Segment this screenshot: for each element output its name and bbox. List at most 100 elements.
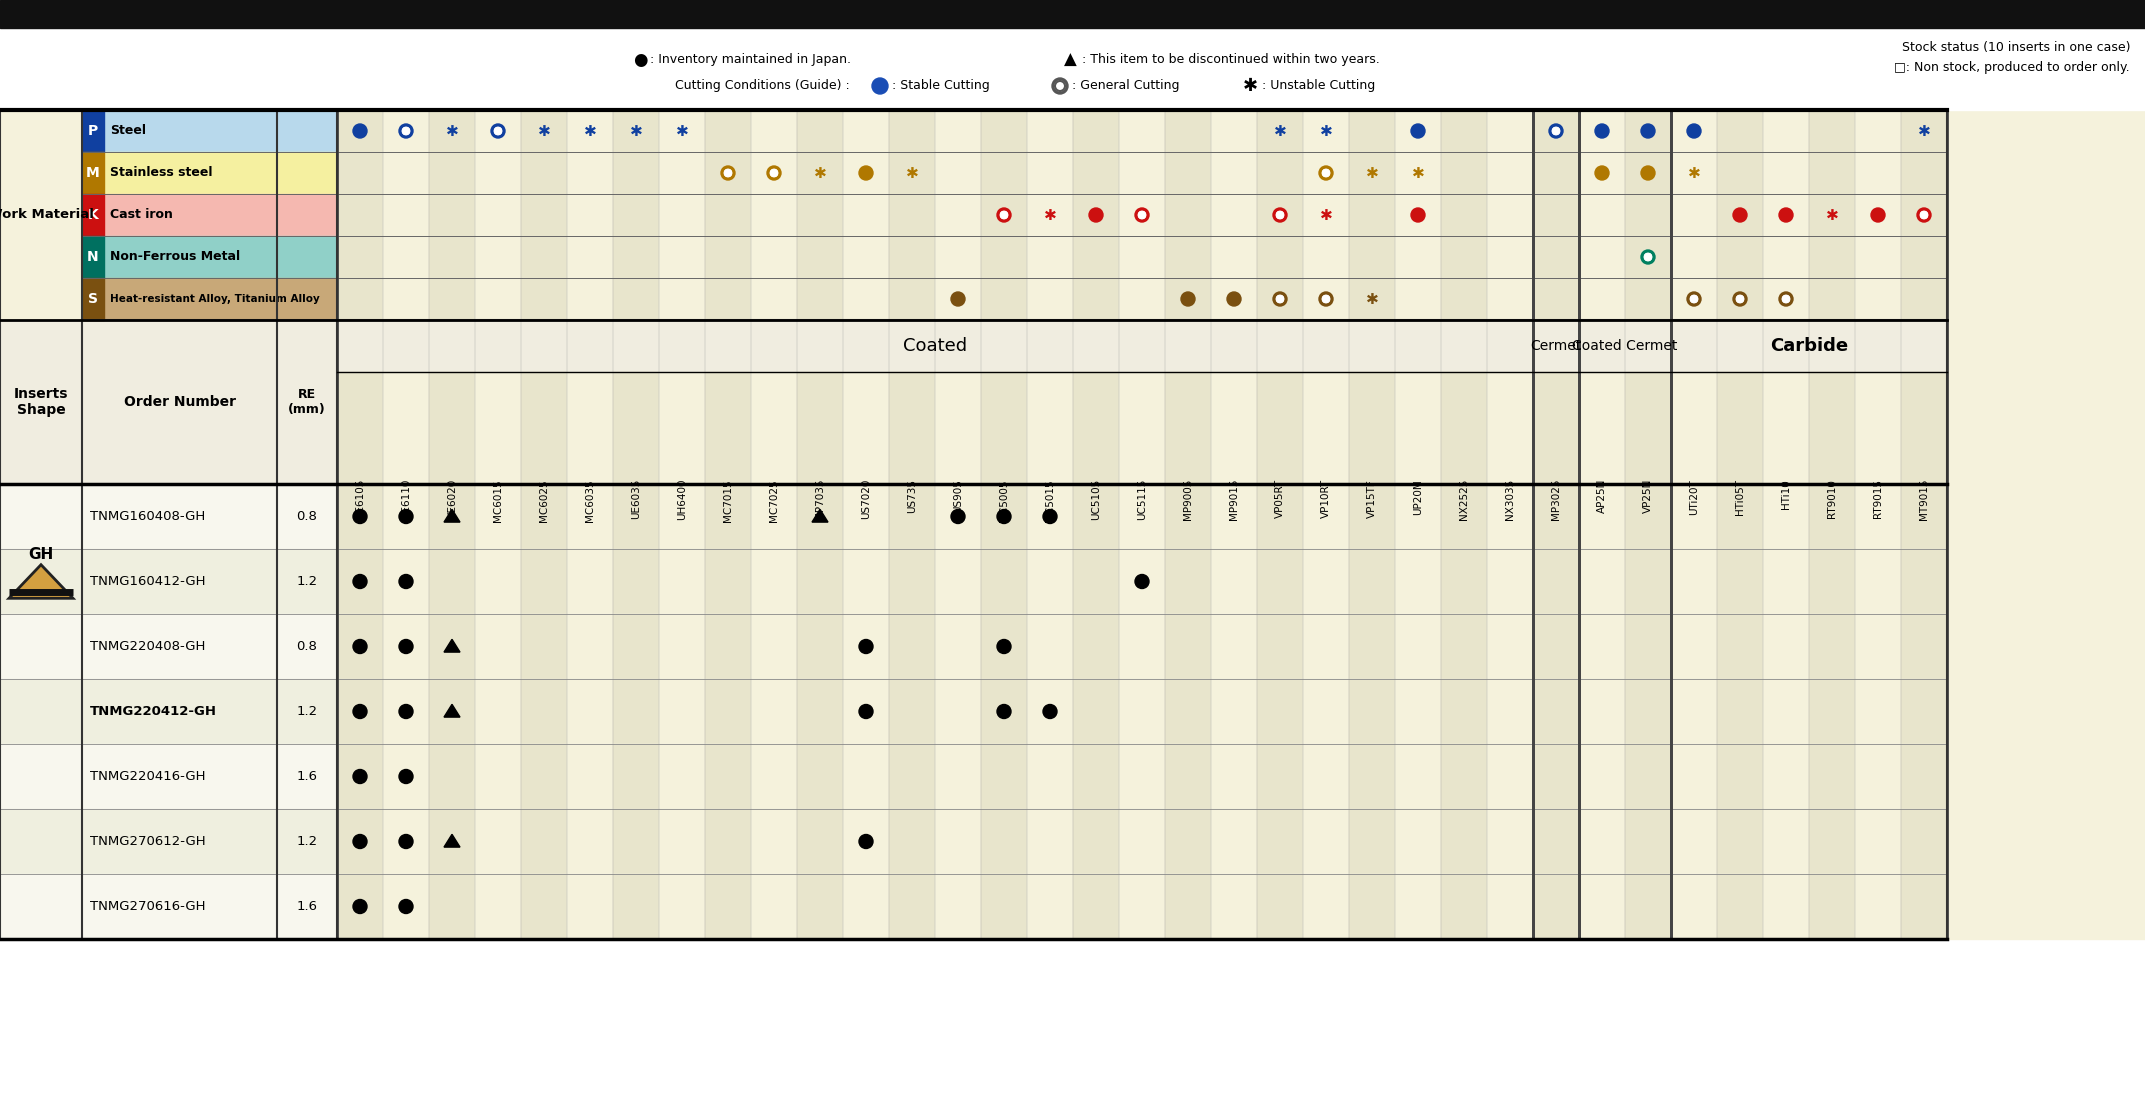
Bar	[566, 152, 613, 194]
Bar	[384, 110, 429, 152]
Bar	[1212, 110, 1257, 152]
Circle shape	[997, 509, 1010, 524]
Bar	[1027, 744, 1072, 809]
Bar	[980, 809, 1027, 874]
Bar	[0, 744, 1948, 809]
Bar	[706, 614, 751, 678]
Bar	[1212, 678, 1257, 744]
Bar	[980, 194, 1027, 236]
Bar	[843, 152, 888, 194]
Circle shape	[1549, 124, 1564, 138]
Bar	[1302, 194, 1349, 236]
Bar	[474, 549, 521, 614]
Bar	[888, 372, 935, 484]
Bar	[751, 194, 798, 236]
Bar	[1486, 484, 1534, 549]
Bar	[337, 484, 384, 549]
Bar	[429, 744, 474, 809]
Bar	[1763, 152, 1808, 194]
Bar	[1165, 194, 1212, 236]
Bar	[1072, 484, 1120, 549]
Bar	[0, 614, 1948, 678]
Bar	[798, 372, 843, 484]
Bar	[566, 110, 613, 152]
Bar	[1671, 152, 1716, 194]
Bar	[1808, 484, 1855, 549]
Bar	[1763, 194, 1808, 236]
Text: RT9015: RT9015	[1873, 478, 1883, 518]
Text: ✱: ✱	[583, 124, 596, 138]
Bar	[1855, 152, 1900, 194]
Bar	[706, 549, 751, 614]
Bar	[1534, 194, 1579, 236]
Bar	[1257, 194, 1302, 236]
Bar	[613, 236, 659, 278]
Bar	[384, 614, 429, 678]
Bar	[1900, 549, 1948, 614]
Bar	[1349, 744, 1394, 809]
Bar	[1027, 484, 1072, 549]
Text: UTi20T: UTi20T	[1688, 478, 1699, 515]
Bar	[521, 372, 566, 484]
Bar	[1579, 678, 1626, 744]
Bar	[613, 744, 659, 809]
Bar	[659, 278, 706, 320]
Circle shape	[1055, 81, 1066, 91]
Bar	[659, 194, 706, 236]
Bar	[384, 874, 429, 939]
Bar	[337, 372, 384, 484]
Bar	[1394, 614, 1441, 678]
Bar	[1763, 744, 1808, 809]
Bar	[1302, 110, 1349, 152]
Bar	[1302, 678, 1349, 744]
Text: 0.8: 0.8	[296, 640, 317, 653]
Bar	[843, 614, 888, 678]
Bar	[751, 110, 798, 152]
Bar	[521, 549, 566, 614]
Bar	[1671, 236, 1716, 278]
Bar	[1763, 484, 1808, 549]
Bar	[1486, 372, 1534, 484]
Bar	[751, 744, 798, 809]
Bar	[798, 484, 843, 549]
Bar	[1808, 874, 1855, 939]
Bar	[1626, 110, 1671, 152]
Circle shape	[1641, 124, 1656, 138]
Circle shape	[399, 509, 414, 524]
Bar	[474, 744, 521, 809]
Text: : General Cutting: : General Cutting	[1072, 80, 1180, 93]
Bar	[1165, 744, 1212, 809]
Bar	[1671, 549, 1716, 614]
Bar	[429, 484, 474, 549]
Text: 1.6: 1.6	[296, 770, 317, 783]
Polygon shape	[444, 640, 459, 652]
Bar	[613, 278, 659, 320]
Bar	[798, 236, 843, 278]
Bar	[1486, 809, 1534, 874]
Text: Stock status (10 inserts in one case): Stock status (10 inserts in one case)	[1900, 42, 2130, 54]
Bar	[1486, 236, 1534, 278]
Text: ✱: ✱	[1918, 124, 1931, 138]
Bar	[1855, 194, 1900, 236]
Bar	[1626, 744, 1671, 809]
Bar	[1579, 110, 1626, 152]
Bar	[474, 809, 521, 874]
Bar	[843, 874, 888, 939]
Bar	[474, 678, 521, 744]
Bar	[566, 744, 613, 809]
Text: TNMG270612-GH: TNMG270612-GH	[90, 835, 206, 848]
Circle shape	[354, 509, 367, 524]
Bar	[613, 152, 659, 194]
Bar	[1900, 194, 1948, 236]
Bar	[1349, 809, 1394, 874]
Bar	[429, 236, 474, 278]
Bar	[1855, 678, 1900, 744]
Bar	[1534, 484, 1579, 549]
Bar	[1302, 809, 1349, 874]
Bar	[751, 236, 798, 278]
Bar	[1716, 678, 1763, 744]
Text: Non-Ferrous Metal: Non-Ferrous Metal	[109, 251, 240, 263]
Bar	[1072, 744, 1120, 809]
Text: VP25N: VP25N	[1643, 478, 1654, 514]
Bar	[1349, 678, 1394, 744]
